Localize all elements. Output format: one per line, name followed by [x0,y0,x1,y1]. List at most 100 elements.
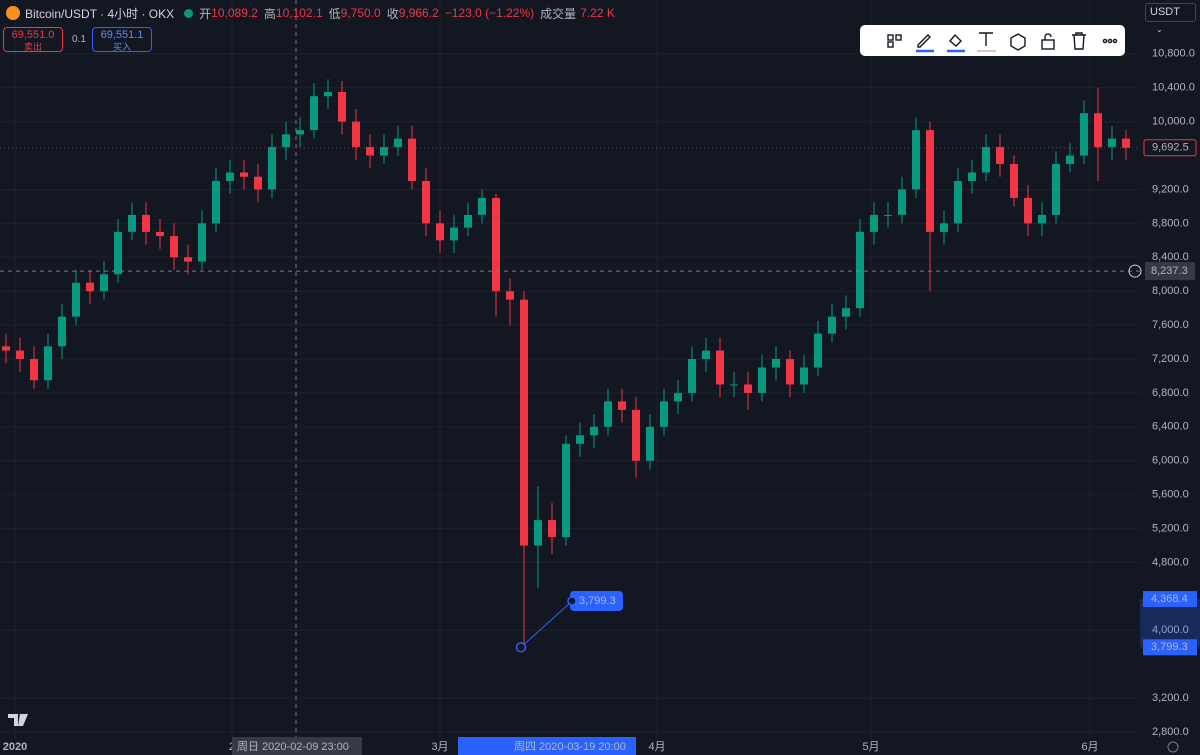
label: 高 [263,6,276,21]
y-tick-label: 10,400.0 [1152,82,1195,94]
x-tick-label: 6月 [1081,741,1098,753]
candle-body [478,197,486,215]
currency: USDT [1150,6,1180,18]
sell-price: 69,551.0 [11,29,55,41]
value: 9,966.2 [398,6,439,20]
candle-body [1094,113,1102,148]
value: 9,750.0 [340,6,381,20]
candle-body [1122,138,1130,148]
selection-low: 3,799.3 [1151,641,1188,653]
candle-body [926,130,934,232]
candle-body [534,520,542,546]
candle-body [590,426,598,436]
selection-time: 周四 2020-03-19 20:00 [514,740,626,753]
add-alert-icon [1128,264,1142,278]
candle-body [380,147,388,156]
candle-body [1052,164,1060,215]
currency-select[interactable]: USDT ⌄ [1145,3,1196,34]
y-tick-label: 6,800.0 [1152,387,1189,399]
annotation-label: 3,799.3 [579,595,616,607]
candle-body [450,227,458,241]
y-tick-label: 9,200.0 [1152,183,1189,195]
annotation-box [570,591,623,611]
candle-body [800,367,808,385]
x-tick-label: 3月 [431,741,448,753]
y-tick-label: 8,000.0 [1152,285,1189,297]
settings-icon[interactable] [1167,741,1179,753]
candle-body [660,401,668,427]
coin-icon [6,6,20,20]
icon[interactable] [979,32,993,46]
icon[interactable] [949,33,962,47]
candle-body [954,180,962,224]
y-tick-label: 8,800.0 [1152,217,1189,229]
candle-body [940,223,948,232]
candle-body [506,291,514,300]
candle-body [44,346,52,381]
candle-body [772,359,780,368]
candle-body [744,384,752,393]
price-axis [1140,0,1200,740]
candle-body [1108,138,1116,148]
candle-body [968,172,976,181]
candle-body [198,223,206,262]
icon[interactable] [887,34,894,41]
selection-high: 4,368.4 [1151,593,1188,605]
candle-body [268,147,276,190]
x-tick-label: 2020 [3,741,27,753]
selection-low-box [1143,639,1197,656]
label: 低 [328,6,341,21]
candle-body [30,359,38,381]
buy-label: 买入 [112,42,131,52]
candle-body [1024,197,1032,224]
candle-body [688,359,696,393]
crosshair-price: 8,237.3 [1151,265,1188,277]
icon[interactable] [1010,33,1026,51]
grid [0,0,1140,740]
selection-high-box [1143,591,1197,608]
candle-body [646,426,654,461]
candle-body [226,172,234,181]
candle-body [212,180,220,224]
label: 收 [386,6,399,21]
candle-body [142,214,150,232]
candle-body [702,350,710,360]
candle-body [156,231,164,237]
value: 7.22 K [580,6,615,20]
candle-body [982,147,990,173]
y-tick-label: 4,000.0 [1152,624,1189,636]
candle-body [464,214,472,228]
candle-body [898,189,906,215]
candle-body [730,384,738,386]
y-tick-label: 8,400.0 [1152,251,1189,263]
crosshair-time-box [232,737,362,755]
icon[interactable] [1072,32,1086,50]
icon[interactable] [917,34,931,48]
candle-body [1038,214,1046,224]
candle-body [408,138,416,181]
value: 10,102.1 [275,6,323,20]
label: 成交量 [540,6,577,21]
candle-body [548,520,556,538]
annotation-handle [567,596,577,606]
y-tick-label: 6,000.0 [1152,455,1189,467]
buy-button[interactable]: 69,551.1 买入 [92,27,152,52]
candle-body [86,282,94,292]
icon[interactable] [1041,39,1055,50]
candle-body [562,443,570,538]
y-tick-label: 5,600.0 [1152,489,1189,501]
candle-body [184,257,192,262]
sell-button[interactable]: 69,551.0 卖出 [3,27,63,52]
change: −123.0 (−1.22%) [444,6,535,20]
candle-body [1080,113,1088,156]
logo [8,714,28,726]
candle-body [170,236,178,258]
y-tick-label: 7,600.0 [1152,319,1189,331]
crosshair-time: 周日 2020-02-09 23:00 [237,740,349,753]
candle-body [100,274,108,292]
selection-range [1140,599,1200,648]
candle-body [114,231,122,275]
y-tick-label: 4,800.0 [1152,556,1189,568]
